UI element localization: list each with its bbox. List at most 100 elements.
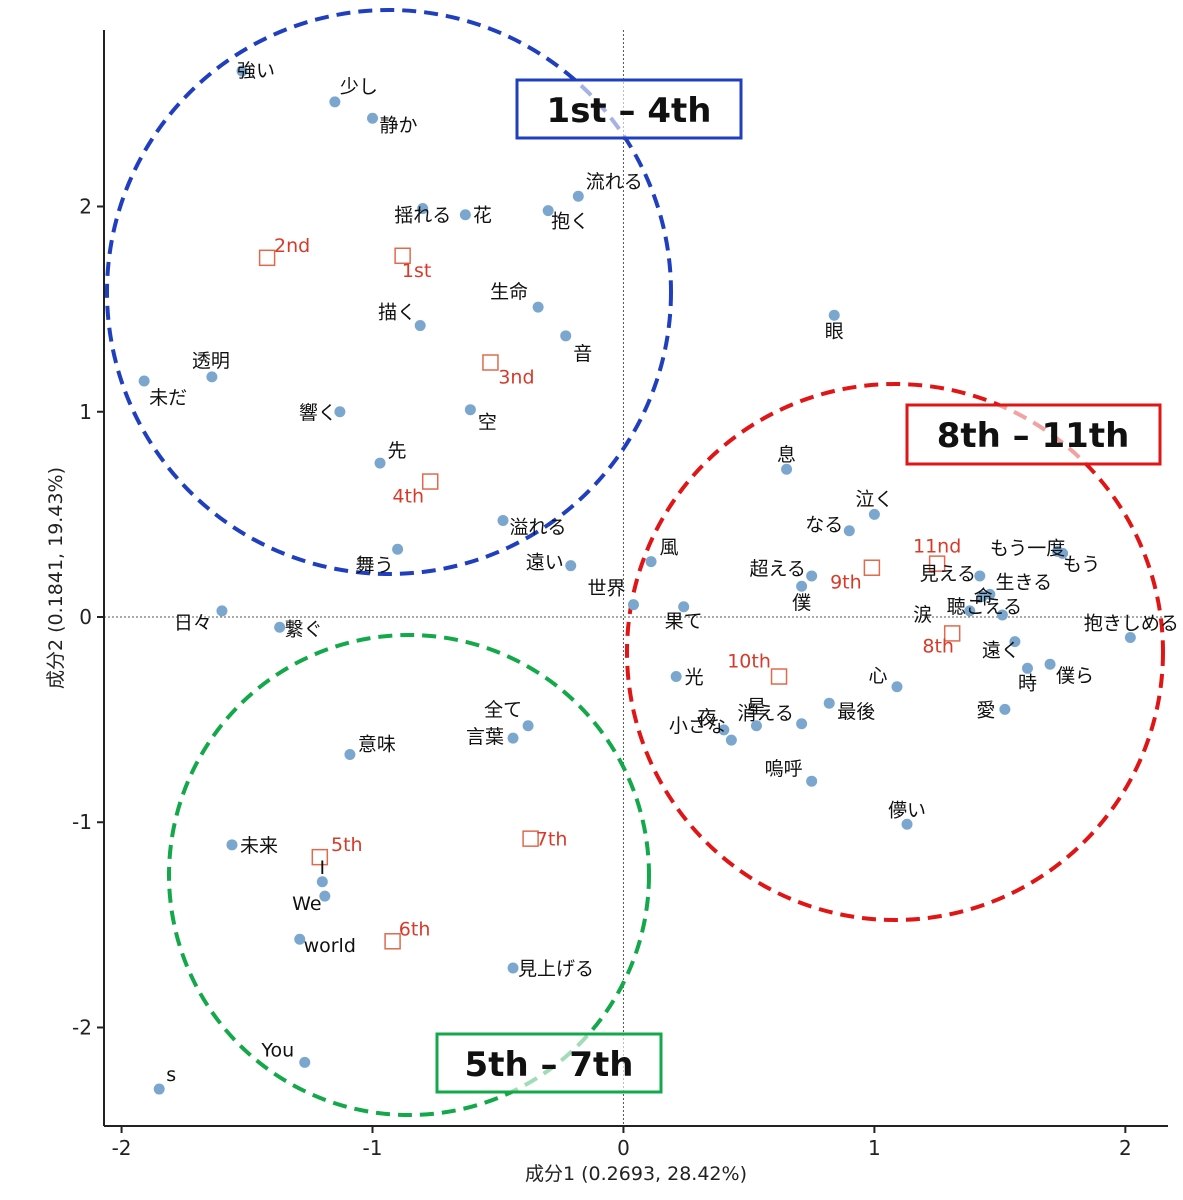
y-tick-label: 0 [79,605,92,629]
word-label: 遠く [982,640,1020,662]
y-tick-label: -2 [72,1015,92,1039]
word-label: 風 [660,537,679,559]
word-label: 愛 [976,699,995,721]
y-axis-title: 成分2 (0.1841, 19.43%) [45,467,67,689]
word-label: 見上げる [518,958,594,980]
word-point [627,599,639,611]
word-label: 静か [380,114,418,136]
word-label: 超える [749,558,805,580]
word-point [367,112,379,124]
word-point [901,818,913,830]
word-label: I [320,857,326,879]
word-label: 全て [484,699,522,721]
word-label: 聴こえる [947,596,1022,618]
x-tick-label: -2 [112,1136,132,1160]
word-point [999,703,1011,715]
word-point [974,570,986,582]
word-label: 言葉 [466,726,504,748]
word-point [344,749,356,761]
word-label: 溢れる [509,517,566,539]
word-label: 花 [473,205,492,227]
word-point [1044,658,1056,670]
word-label: 消える [737,703,793,725]
word-point [319,890,331,902]
word-point [294,933,306,945]
word-label: 嗚呼 [765,758,803,780]
axes: -2 -1 0 1 2 -2 -1 0 1 2 [72,30,1168,1160]
word-label: 息 [777,444,796,466]
song-label: 8th [922,635,954,657]
word-point [1124,632,1136,644]
word-label: 響く [299,402,337,424]
word-label: 少し [340,76,378,98]
word-point [299,1056,311,1068]
song-label: 10th [727,651,771,673]
word-label: 生命 [490,281,528,303]
word-point [532,301,544,313]
word-label: 抱きしめる [1084,613,1179,635]
word-label: 果て [665,611,703,633]
word-point [542,205,554,217]
word-point [464,404,476,416]
song-marker [522,830,539,847]
word-label: 描く [378,302,416,324]
word-point [828,309,840,321]
word-label: 抱く [551,211,589,233]
word-label: 遠い [526,552,564,574]
word-label: 眼 [825,320,844,342]
word-label: 儚い [888,799,926,821]
word-label: 最後 [837,701,875,723]
word-point [823,697,835,709]
word-label: 先 [388,440,407,462]
song-label: 4th [392,486,424,508]
word-label: 光 [685,667,704,689]
word-label: 舞う [356,554,394,576]
word-label: 意味 [358,734,396,756]
word-label: 流れる [586,171,643,193]
song-marker [863,559,881,576]
word-label: We [292,893,321,915]
data-marks: 強い少し静か流れる揺れる花 抱く生命描く音 透明未だ響く 空先溢れる舞う 遠い世界日々 繋… [138,60,1179,1095]
y-tick-label: 1 [79,400,92,424]
group-label-box-5th-7th [435,1032,663,1094]
word-point [374,457,386,469]
song-marker [421,473,439,490]
word-label: 揺れる [394,205,451,227]
group-circle-8th-11th [625,382,1165,922]
word-label: 時 [1018,672,1037,694]
word-point [316,876,328,888]
word-label: 透明 [192,350,230,372]
word-label: なる [805,514,843,536]
word-point [796,718,808,730]
word-label: s [166,1064,176,1086]
word-point [274,621,286,633]
word-point [750,720,762,732]
word-point [718,724,730,736]
word-point [645,556,657,568]
word-label: 生きる [996,571,1053,593]
group-circles [105,8,1165,1117]
word-point [806,775,818,787]
word-point [996,609,1008,621]
song-marker [770,668,788,685]
word-label: 涙 [913,603,932,626]
word-point [560,330,572,342]
word-point [670,671,682,683]
word-point [236,65,248,77]
word-point [1009,636,1021,648]
word-point [153,1083,165,1095]
song-marker [258,249,276,267]
word-point [806,570,818,582]
word-point [216,605,228,617]
song-label: 5th [331,834,363,856]
word-point [891,681,903,693]
song-label: 9th [830,572,862,594]
group-labels: 1st – 4th 8th – 11th 5th – 7th [435,78,1162,1094]
word-label: もう一度 [990,537,1065,559]
word-point [843,525,855,537]
word-point [507,962,519,974]
song-marker [482,354,499,371]
word-label: 夜 [697,707,716,729]
song-marker [384,933,401,950]
